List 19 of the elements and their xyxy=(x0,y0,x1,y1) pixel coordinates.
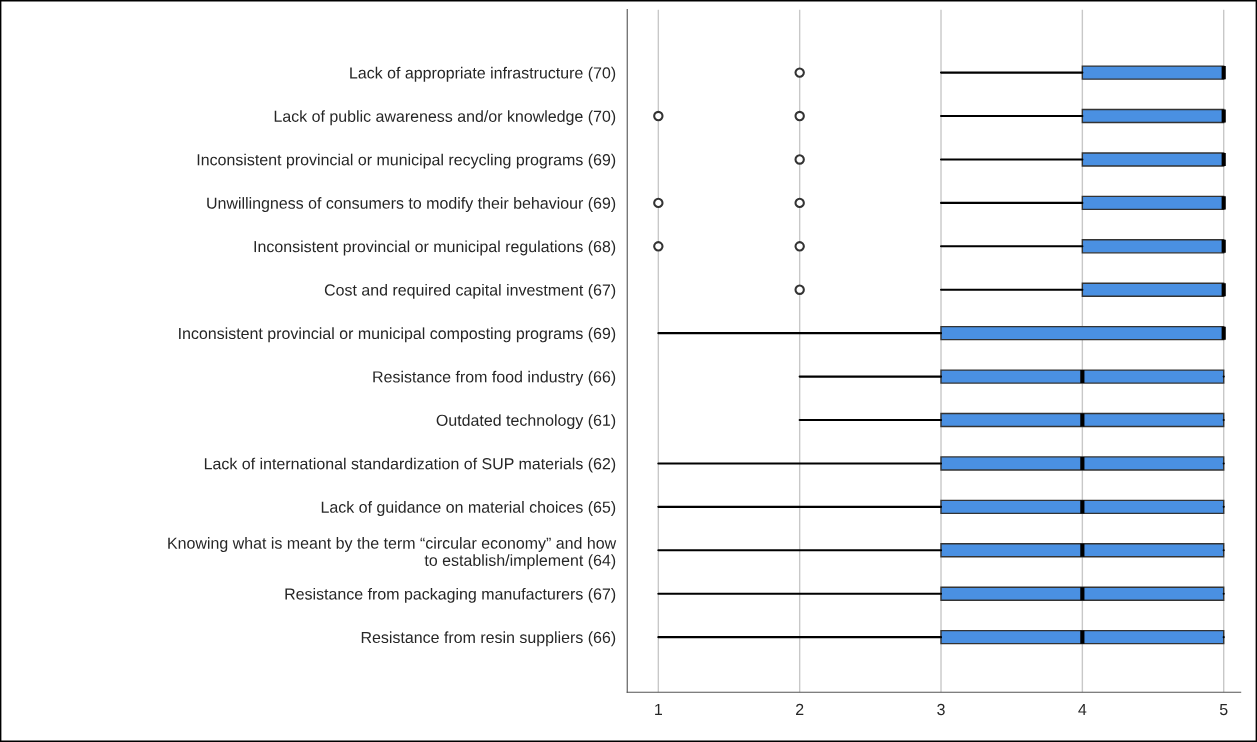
y-tick-label: Lack of guidance on material choices (65) xyxy=(321,501,616,516)
y-tick-label: Inconsistent provincial or municipal composting programs (69) xyxy=(179,327,616,343)
y-tick-label: Knowing what is meant by the term “circular economy” and how to establish/implement (64) xyxy=(168,537,617,570)
y-tick-label: Resistance from food industry (66) xyxy=(373,370,616,386)
y-tick-label: Lack of appropriate infrastructure (70) xyxy=(350,66,616,82)
x-tick-label: 2 xyxy=(796,703,804,715)
y-tick-label: Lack of international standardization of SUP materials (62) xyxy=(204,457,616,473)
x-tick-label: 4 xyxy=(1078,703,1087,715)
y-tick-label: Inconsistent provincial or municipal recycling programs (69) xyxy=(197,153,616,169)
y-tick-label: Lack of public awareness and/or knowledge (70) xyxy=(274,110,616,126)
x-tick-label: 3 xyxy=(937,703,945,716)
y-tick-label: Resistance from resin suppliers (66) xyxy=(361,631,616,647)
y-tick-label: Inconsistent provincial or municipal regulations (68) xyxy=(254,240,616,256)
y-tick-label: Cost and required capital investment (67) xyxy=(324,283,616,299)
x-tick-label: 5 xyxy=(1219,703,1228,716)
y-tick-label: Resistance from packaging manufacturers (67) xyxy=(285,587,616,603)
x-tick-label: 1 xyxy=(655,703,662,715)
y-tick-label: Outdated technology (61) xyxy=(436,414,616,430)
y-tick-label: Unwillingness of consumers to modify their behaviour (69) xyxy=(207,197,616,212)
